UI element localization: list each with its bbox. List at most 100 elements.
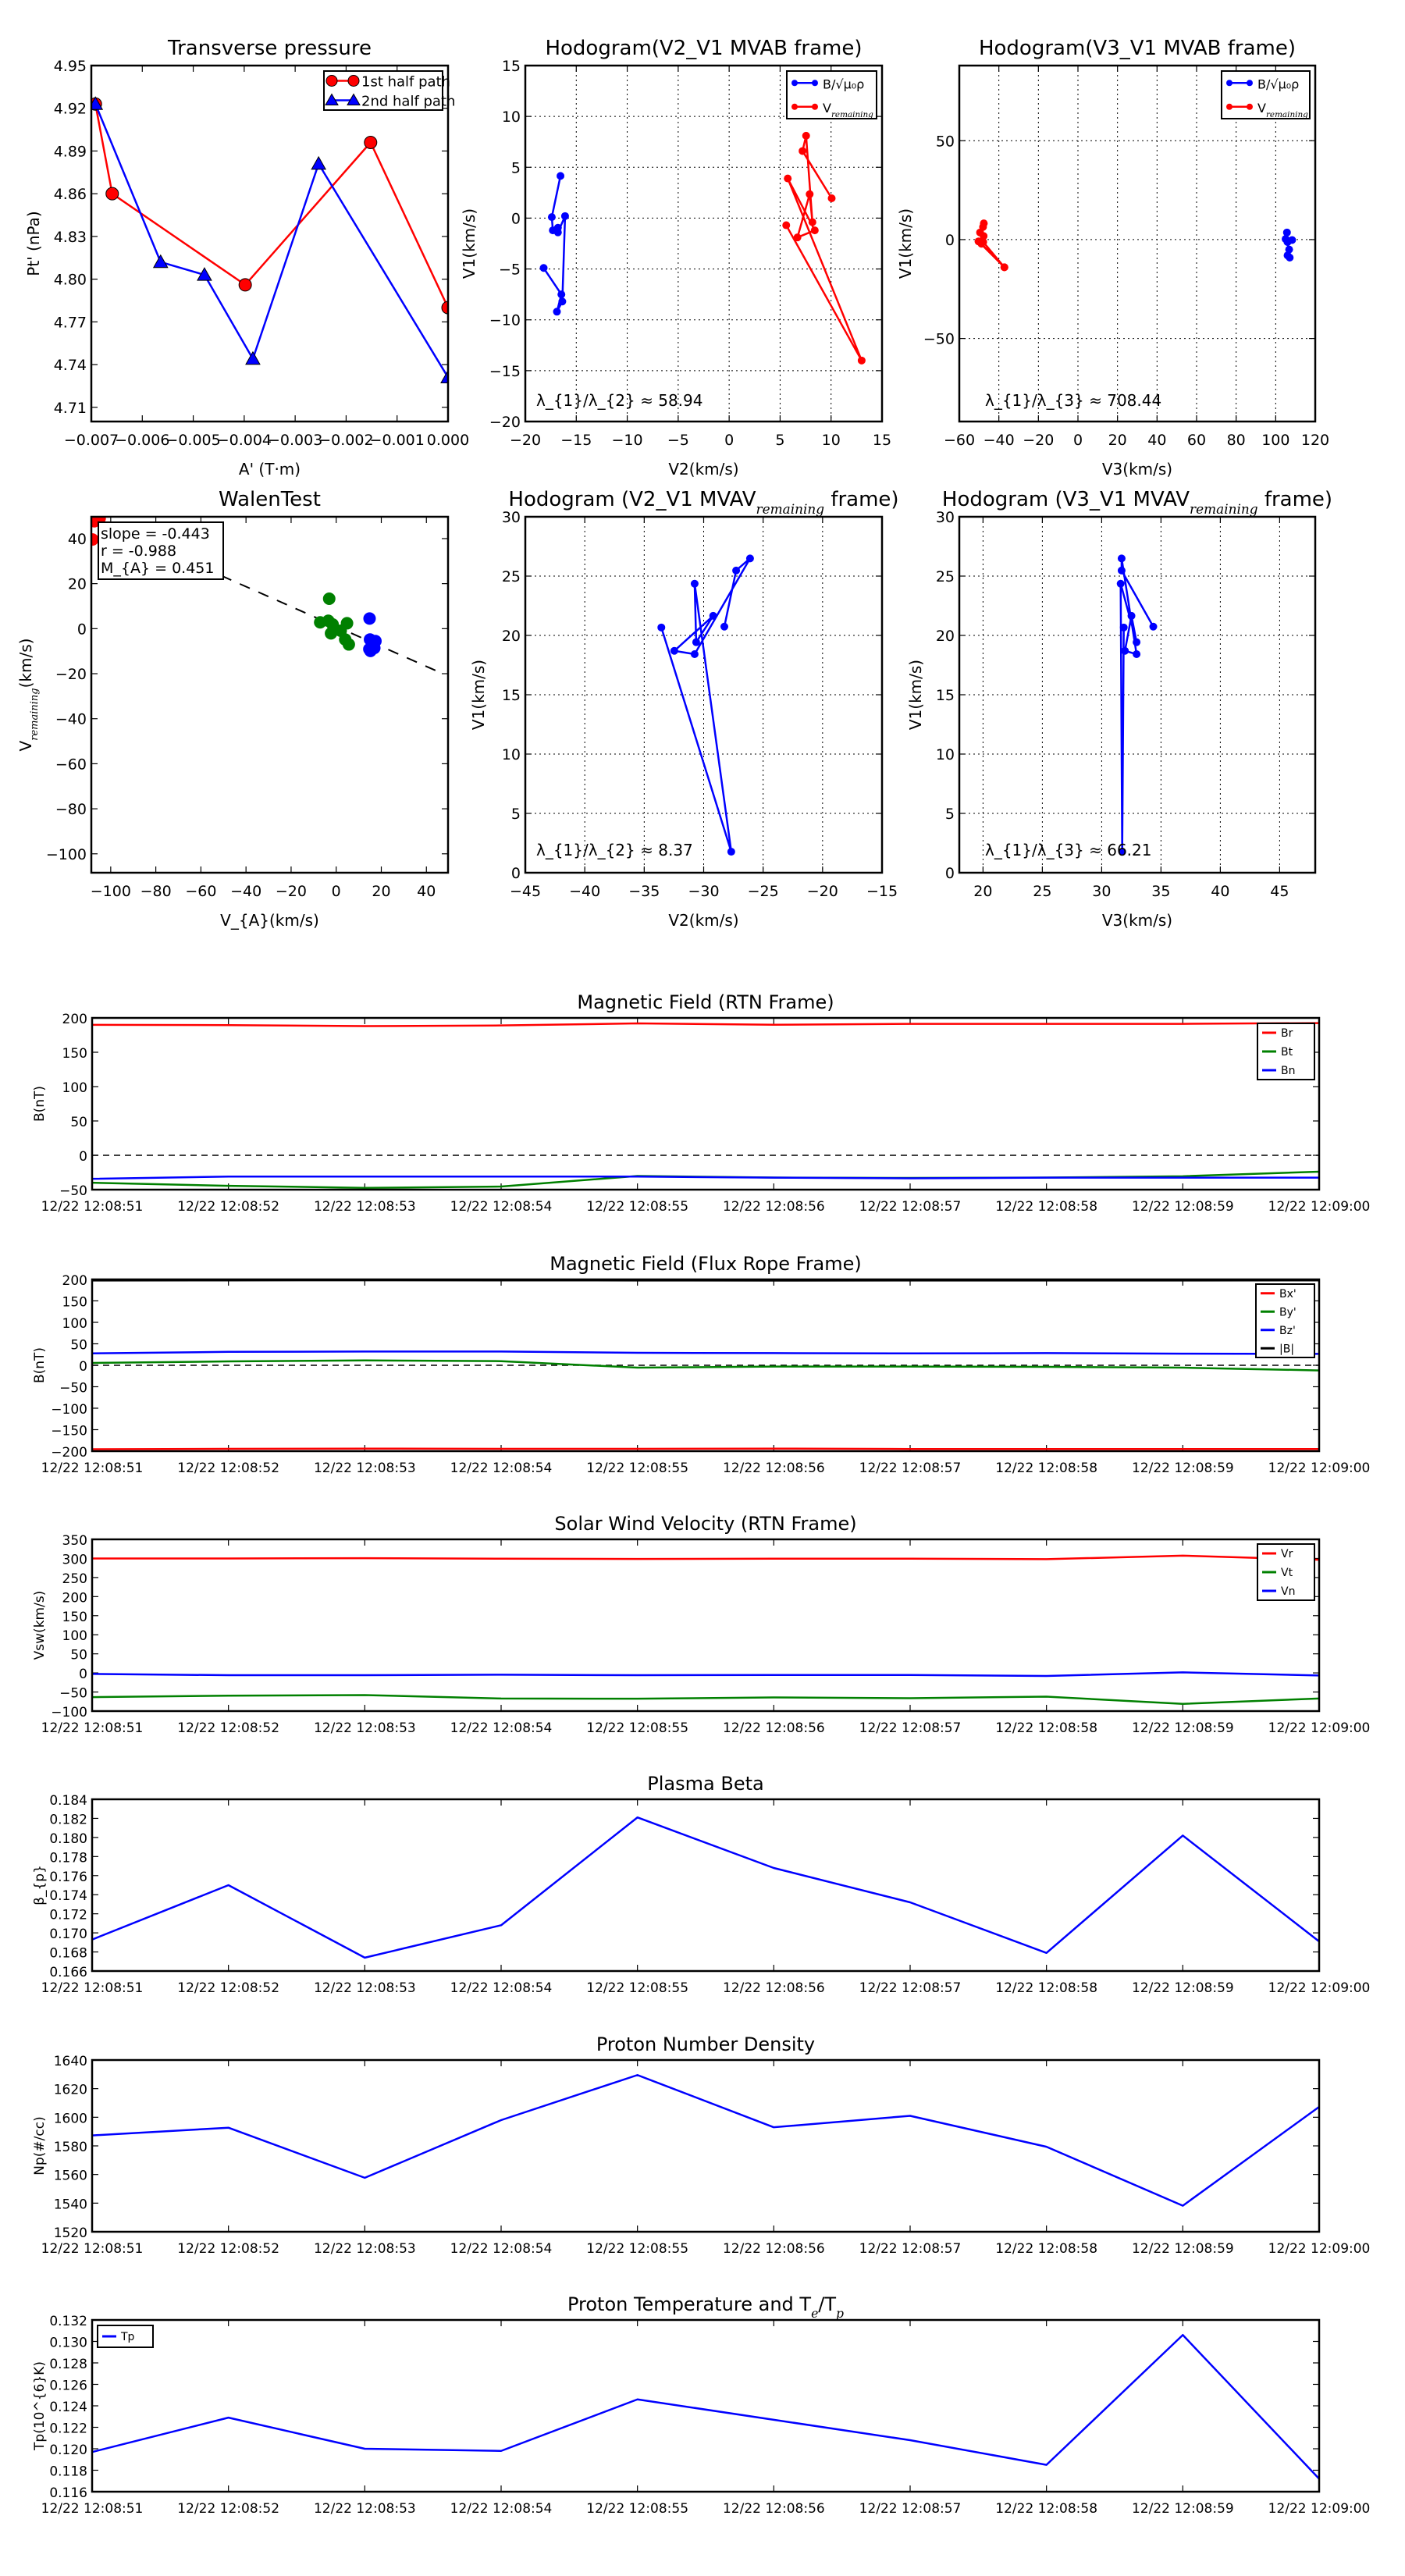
plot-area [92, 1018, 1319, 1190]
chart-h2: −60 −40 −20 0 20 40 60 80 100 120 −50 0 50 Hodogram(V… [896, 37, 1329, 479]
y-tick-label: 200 [62, 1273, 87, 1289]
y-tick-label: 4.77 [54, 314, 87, 331]
y-tick-label: 0 [79, 1359, 87, 1375]
x-tick-label: 12/22 12:09:00 [1268, 1980, 1371, 1996]
y-tick-label: −50 [59, 1686, 87, 1702]
x-tick-label: 12/22 12:08:55 [586, 1461, 688, 1476]
axes-frame [958, 515, 1317, 874]
x-tick-label: 40 [417, 883, 436, 900]
legend: 1st half path 2nd half path [323, 70, 455, 111]
x-tick-label: 80 [1227, 432, 1246, 449]
y-tick-label: 250 [62, 1571, 87, 1587]
x-tick-label: 12/22 12:08:52 [177, 2241, 279, 2257]
ratio-annotation: λ_{1}/λ_{3} ≈ 708.44 [985, 391, 1161, 410]
legend-label: Tp [120, 2331, 135, 2343]
legend-label: Vr [1281, 1548, 1293, 1560]
data-point [560, 212, 569, 220]
legend-item: Bz' [1261, 1325, 1296, 1337]
x-tick-label: −60 [185, 883, 216, 900]
chart-h3: −45 −40 −35 −30 −25 −20 −15 0 5 10 15 20 25 30Hodogra… [469, 488, 899, 930]
series-line-2nd-half-path [94, 103, 448, 379]
y-axis-label: B(nT) [32, 1086, 48, 1122]
legend-box [323, 70, 443, 111]
y-tick-label: −100 [51, 1402, 87, 1418]
chart-np: 12/22 12:08:51 12/22 12:08:52 12/22 12:08:… [32, 2033, 1370, 2257]
x-tick-label: 12/22 12:08:51 [41, 1461, 144, 1476]
legend-marker [347, 93, 361, 105]
legend-label: B/√μ₀ρ [1257, 76, 1299, 91]
series-line-v-remaining- [785, 134, 863, 362]
x-tick-label: 12/22 12:08:59 [1132, 1199, 1234, 1215]
y-tick-label: 20 [936, 628, 955, 645]
x-axis-label: V3(km/s) [1102, 460, 1172, 479]
x-tick-label: 12/22 12:08:55 [586, 2501, 688, 2517]
x-tick-label: 12/22 12:08:52 [177, 1720, 279, 1736]
x-tick-label: 12/22 12:08:59 [1132, 1720, 1234, 1736]
y-tick-label: −50 [923, 331, 955, 348]
y-tick-label: 10 [936, 746, 955, 763]
chart-pt: −0.007−0.006−0.005−0.004−0.003−0.002−0.0… [24, 37, 469, 479]
x-tick-label: 12/22 12:08:52 [177, 1461, 279, 1476]
y-tick-label: 0.132 [49, 2314, 87, 2329]
x-tick-label: 12/22 12:08:51 [41, 2241, 144, 2257]
x-tick-label: 12/22 12:08:54 [450, 1199, 553, 1215]
data-point [1118, 848, 1126, 856]
plot-marks [539, 131, 866, 365]
x-tick-label: −35 [628, 883, 660, 900]
legend: B/√μ₀ρ Vremaining [786, 70, 877, 119]
y-tick-label: 50 [936, 133, 955, 150]
y-tick-label: 1640 [54, 2054, 87, 2069]
x-tick-label: 20 [973, 883, 992, 900]
y-tick-label: 0.174 [49, 1888, 87, 1904]
legend-item: Vn [1262, 1585, 1295, 1598]
series-line-bx- [92, 1447, 1319, 1450]
x-axis-label: V_{A}(km/s) [220, 911, 319, 930]
y-tick-label: 1580 [54, 2140, 87, 2155]
legend-box [786, 70, 877, 119]
x-tick-label: −10 [612, 432, 643, 449]
y-tick-label: 350 [62, 1533, 87, 1549]
y-axis-label: B(nT) [32, 1347, 48, 1383]
x-tick-label: 12/22 12:08:59 [1132, 2501, 1234, 2517]
legend-item: Bx' [1261, 1288, 1297, 1300]
chart-walen: −100 −80 −60 −40 −20 0 20 40 −100 −80 −60 −40 −20 0 20… [16, 488, 450, 930]
data-point [727, 848, 735, 856]
y-tick-label: 10 [502, 109, 521, 126]
data-point [342, 638, 355, 651]
plot-marks [91, 96, 448, 383]
y-tick-label: 15 [502, 58, 521, 75]
y-tick-label: 5 [945, 806, 955, 823]
legend-label: 1st half path [361, 74, 450, 91]
data-point [799, 147, 807, 155]
y-tick-label: 4.74 [54, 357, 87, 374]
chart-tp: 12/22 12:08:51 12/22 12:08:52 12/22 12:08:… [32, 2293, 1370, 2517]
legend-item: Vremaining [791, 101, 873, 119]
chart-title: Transverse pressure [167, 37, 372, 60]
x-tick-label: −20 [276, 883, 307, 900]
data-point [1121, 646, 1129, 655]
data-point [1283, 237, 1292, 246]
y-tick-label: 0.172 [49, 1908, 87, 1923]
legend-label: Bz' [1279, 1325, 1296, 1337]
y-tick-label: 0.120 [49, 2443, 87, 2458]
x-tick-label: 12/22 12:08:58 [995, 1199, 1097, 1215]
series-line-by- [92, 1359, 1319, 1372]
data-point [245, 350, 261, 365]
data-point [340, 617, 354, 630]
y-tick-label: 50 [70, 1338, 87, 1354]
y-tick-label: 5 [511, 159, 521, 176]
data-point [152, 254, 169, 269]
x-tick-label: 120 [1301, 432, 1329, 449]
x-axis-label: V2(km/s) [668, 911, 738, 930]
x-tick-label: 12/22 12:09:00 [1268, 2241, 1371, 2257]
y-tick-label: 30 [936, 509, 955, 526]
x-tick-label: 12/22 12:08:56 [723, 1461, 825, 1476]
legend-marker [791, 103, 798, 110]
data-point [1000, 263, 1008, 272]
y-tick-label: 0.178 [49, 1850, 87, 1866]
x-tick-label: 12/22 12:08:57 [859, 2241, 962, 2257]
y-axis-label: β_{p} [32, 1865, 48, 1905]
legend-item: 1st half path [325, 74, 450, 91]
legend-marker [1247, 103, 1253, 110]
x-tick-label: −25 [748, 883, 779, 900]
